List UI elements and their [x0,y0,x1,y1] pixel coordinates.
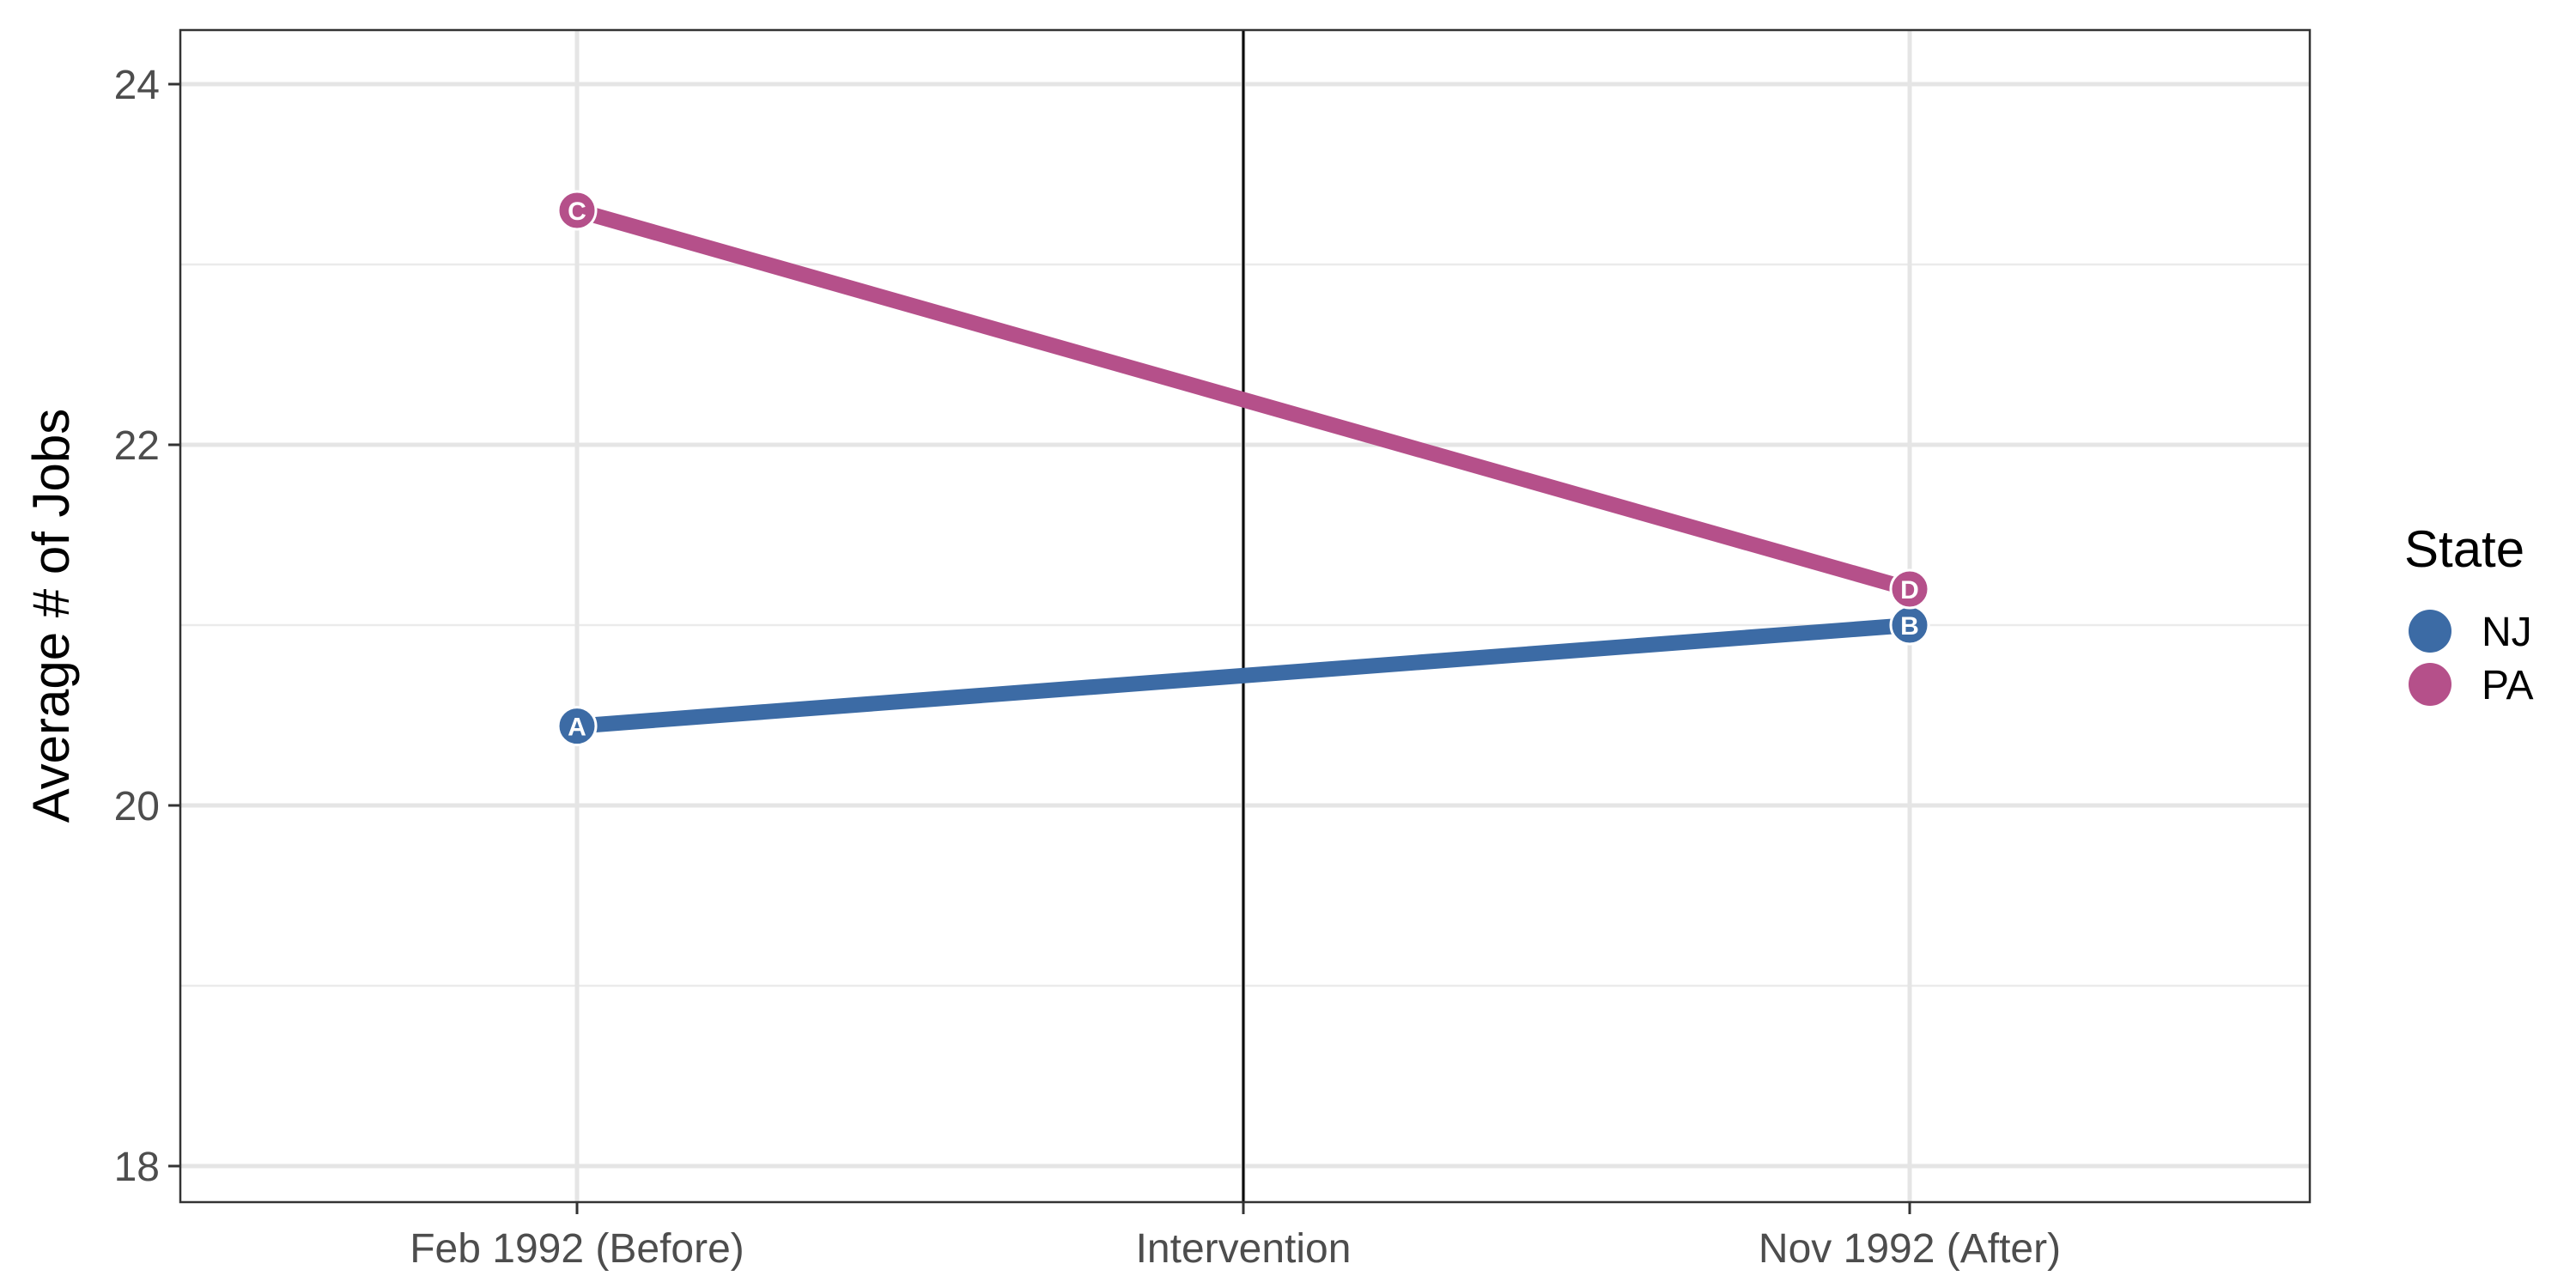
point-label-c: C [568,197,586,226]
point-label-d: D [1900,576,1919,605]
legend-label: PA [2482,663,2533,708]
y-tick-label: 22 [114,423,160,469]
y-axis-title: Average # of Jobs [22,409,80,823]
data-point-a [556,706,598,747]
legend-label: NJ [2482,610,2532,655]
legend-title: State [2404,520,2524,578]
x-tick-label: Nov 1992 (After) [1759,1226,2061,1272]
data-point-c [556,190,598,231]
series-pa: CD [556,190,1930,610]
legend-swatch [2409,610,2451,653]
x-tick-label: Intervention [1136,1226,1352,1272]
legend-item-pa: PA [2409,663,2533,708]
legend: State NJ PA [2404,520,2533,708]
point-label-a: A [568,714,586,742]
y-tick-label: 20 [114,784,160,829]
x-axis: Feb 1992 (Before) Intervention Nov 1992 (A… [410,1202,2061,1272]
legend-swatch [2409,663,2451,706]
y-tick-label: 24 [114,63,160,108]
plot-panel-border [179,28,2312,1204]
point-label-b: B [1900,612,1919,641]
x-tick-label: Feb 1992 (Before) [410,1226,744,1272]
series-nj: AB [556,605,1930,747]
data-point-d [1889,568,1930,610]
y-axis: 18 20 22 24 [114,63,180,1190]
series-line-pa [574,203,1912,597]
y-tick-label: 18 [114,1145,160,1190]
series-line-nj [576,617,1911,734]
legend-item-nj: NJ [2409,610,2532,655]
